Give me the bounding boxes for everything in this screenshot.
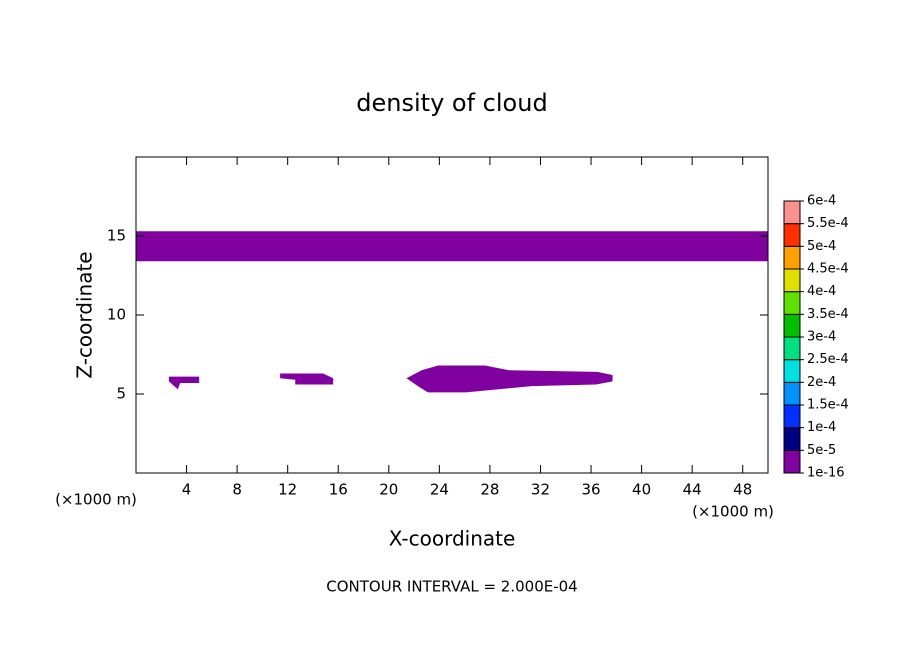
colorbar-label: 5e-4 xyxy=(807,239,836,254)
x-tick-label: 16 xyxy=(329,481,348,499)
colorbar-swatch xyxy=(783,291,801,315)
colorbar-swatch xyxy=(783,359,801,383)
x-tick-label: 8 xyxy=(232,481,242,499)
x-tick-label: 4 xyxy=(182,481,192,499)
colorbar-swatch xyxy=(783,427,801,451)
x-tick-label: 20 xyxy=(379,481,398,499)
x-tick-label: 32 xyxy=(531,481,550,499)
y-axis-label: Z-coordinate xyxy=(73,251,97,378)
colorbar-label: 1e-4 xyxy=(807,420,836,435)
colorbar-swatch xyxy=(783,200,801,225)
colorbar-label: 5.5e-4 xyxy=(807,216,849,231)
contour-region xyxy=(280,373,334,385)
y-tick-label: 15 xyxy=(107,227,126,245)
colorbar-swatch xyxy=(783,245,801,270)
y-tick-label: 5 xyxy=(116,385,126,403)
x-tick-label: 40 xyxy=(632,481,651,499)
colorbar-label: 3e-4 xyxy=(807,330,836,345)
colorbar-label: 3.5e-4 xyxy=(807,307,849,322)
colorbar-swatch xyxy=(783,223,801,247)
y-unit-label: (×1000 m) xyxy=(55,491,137,509)
colorbar-label: 4e-4 xyxy=(807,284,836,299)
x-axis-label: X-coordinate xyxy=(389,527,516,551)
colorbar-label: 2e-4 xyxy=(807,375,836,390)
x-tick-label: 12 xyxy=(278,481,297,499)
contour-region xyxy=(168,376,200,390)
x-tick-label: 48 xyxy=(733,481,752,499)
colorbar-label: 2.5e-4 xyxy=(807,352,849,367)
colorbar-swatch xyxy=(783,313,801,338)
footnote: CONTOUR INTERVAL = 2.000E-04 xyxy=(326,578,577,596)
colorbar-swatch xyxy=(783,336,801,361)
x-tick-label: 44 xyxy=(683,481,702,499)
x-tick-label: 36 xyxy=(581,481,600,499)
x-tick-label: 24 xyxy=(430,481,449,499)
x-tick-label: 28 xyxy=(480,481,499,499)
x-unit-label: (×1000 m) xyxy=(692,503,774,521)
chart-title: density of cloud xyxy=(356,89,547,117)
contour-region xyxy=(136,231,768,262)
colorbar-swatch xyxy=(783,268,801,293)
colorbar-label: 5e-5 xyxy=(807,443,836,458)
colorbar-label: 6e-4 xyxy=(807,194,836,209)
plot-frame xyxy=(135,156,769,474)
colorbar-label: 1e-16 xyxy=(807,466,845,481)
contour-region xyxy=(406,365,613,393)
y-tick-label: 10 xyxy=(107,306,126,324)
colorbar-swatch xyxy=(783,449,801,474)
colorbar-swatch xyxy=(783,404,801,429)
colorbar-swatch xyxy=(783,381,801,406)
colorbar-label: 4.5e-4 xyxy=(807,262,849,277)
colorbar-label: 1.5e-4 xyxy=(807,398,849,413)
